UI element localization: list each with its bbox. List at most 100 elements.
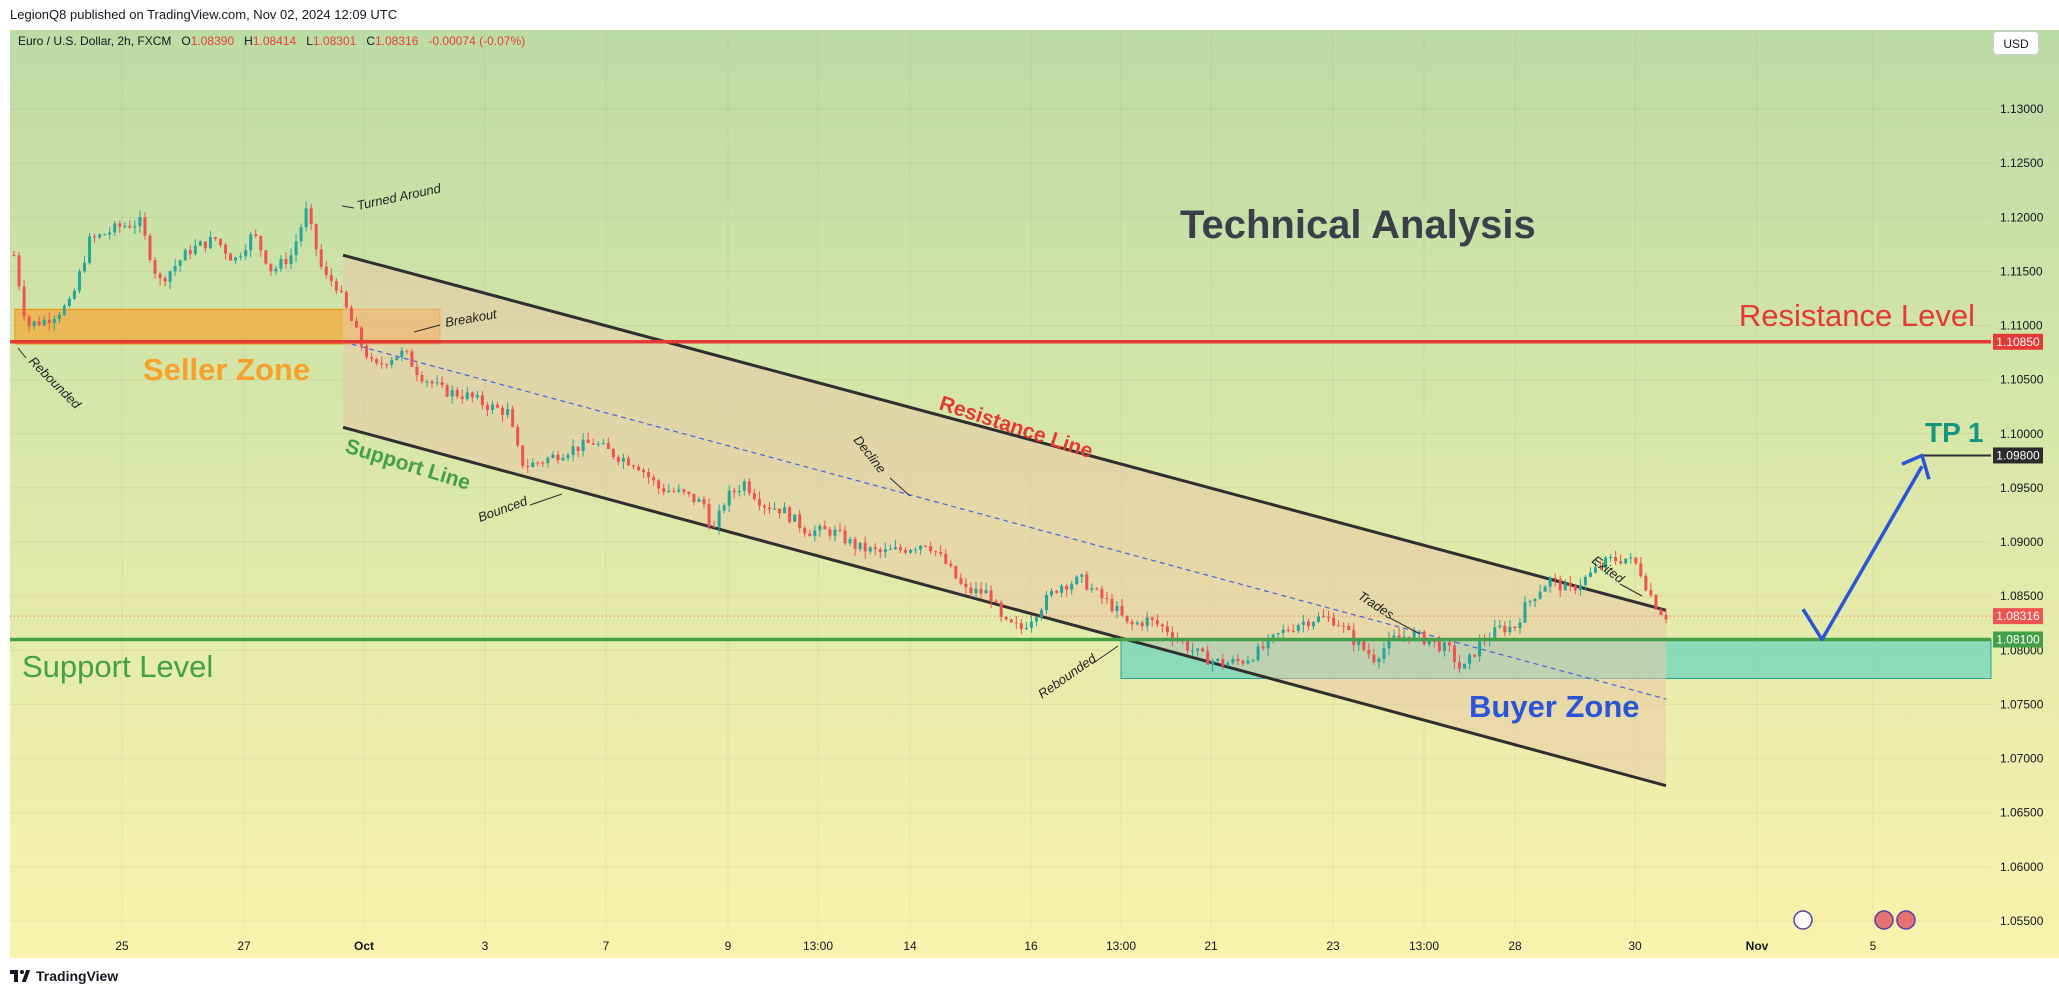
candle-body (349, 307, 353, 322)
candle-body (1120, 605, 1124, 616)
candle (22, 279, 26, 321)
candle (692, 493, 696, 506)
candle (1322, 609, 1326, 618)
candle-body (1563, 582, 1567, 591)
currency-button[interactable]: USD (1993, 31, 2039, 55)
candle (415, 361, 419, 382)
candle-body (1342, 625, 1346, 627)
candle (747, 478, 751, 497)
candle-body (1039, 610, 1043, 618)
candle (954, 565, 958, 580)
candle-body (465, 392, 469, 399)
candle (1316, 612, 1320, 624)
candle-body (1473, 654, 1477, 657)
candle-body (1609, 557, 1613, 559)
candle (762, 503, 766, 515)
candle-body (173, 265, 177, 272)
candle-body (319, 249, 323, 267)
candle (1508, 619, 1512, 636)
candle (712, 520, 716, 529)
candle-body (450, 389, 454, 397)
candle-body (767, 507, 771, 510)
candle-body (1654, 595, 1658, 610)
candle (1553, 573, 1557, 587)
candle-body (969, 587, 973, 594)
candle (163, 275, 167, 287)
candle-body (1055, 590, 1059, 593)
candle-body (1105, 598, 1109, 600)
time-tick-label: 3 (482, 939, 489, 953)
candle-body (692, 493, 696, 502)
candle-body (1014, 622, 1018, 624)
candle (1372, 648, 1376, 665)
candle (158, 271, 162, 286)
candle (798, 510, 802, 533)
candle-body (1604, 557, 1608, 568)
candle (294, 233, 298, 262)
candle (707, 498, 711, 530)
candle (1563, 579, 1567, 591)
candle-body (405, 350, 409, 352)
candle (1009, 618, 1013, 624)
candle (1538, 584, 1542, 600)
price-chart[interactable]: Technical Analysis Resistance Level Suppor… (0, 0, 2059, 962)
last-price-badge-label: 1.08316 (1996, 609, 2040, 623)
candle-body (475, 395, 479, 398)
candle (1095, 587, 1099, 591)
time-tick-label: 21 (1204, 939, 1218, 953)
candle-body (1034, 617, 1038, 622)
candle (944, 549, 948, 565)
candle-body (571, 446, 575, 455)
candle (67, 295, 71, 308)
candle (496, 401, 500, 409)
candle-body (42, 319, 46, 326)
candle-body (1165, 626, 1169, 633)
candle (344, 290, 348, 310)
candle (1261, 640, 1265, 651)
candle-body (531, 462, 535, 468)
candle-body (1659, 609, 1663, 616)
candle (979, 582, 983, 599)
candle (1442, 639, 1446, 657)
candle (642, 467, 646, 479)
candle (32, 320, 36, 330)
candle-body (858, 542, 862, 549)
candle-body (1588, 572, 1592, 577)
price-tick-label: 1.06000 (2000, 860, 2044, 874)
price-tick-label: 1.10000 (2000, 427, 2044, 441)
candle-body (561, 458, 565, 461)
candle (1206, 645, 1210, 665)
candle (455, 387, 459, 399)
candle (591, 438, 595, 446)
candle (551, 450, 555, 459)
candle (883, 542, 887, 558)
candle (37, 316, 41, 327)
price-tick-label: 1.09000 (2000, 535, 2044, 549)
candle-body (360, 327, 364, 346)
candle-body (1619, 561, 1623, 564)
candle (410, 348, 414, 367)
grid-lines (10, 30, 1991, 930)
candle (370, 352, 374, 363)
candle-body (546, 457, 550, 464)
candle-body (344, 291, 348, 308)
candle (1236, 653, 1240, 666)
candle (1306, 618, 1310, 631)
candle-body (637, 466, 641, 471)
candle (949, 559, 953, 568)
candle (1558, 575, 1562, 598)
candle-body (576, 446, 580, 451)
candle-body (314, 224, 318, 250)
candle-body (1266, 638, 1270, 649)
candle (853, 536, 857, 556)
candle (354, 317, 358, 328)
candle (1311, 620, 1315, 630)
candle-body (1160, 624, 1164, 627)
tradingview-logo[interactable]: TradingView (10, 968, 118, 984)
candle-body (304, 208, 308, 228)
time-tick-label: 13:00 (803, 939, 833, 953)
candle (732, 487, 736, 499)
candle-body (1432, 641, 1436, 643)
candle (138, 210, 142, 233)
candle-body (1493, 627, 1497, 639)
